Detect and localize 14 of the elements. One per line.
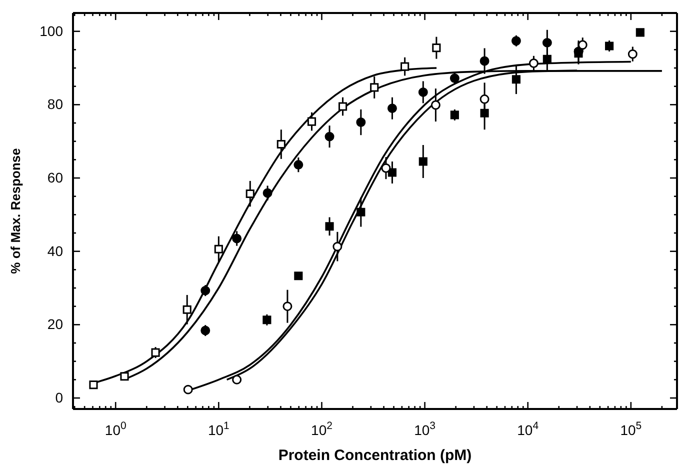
x-tick-label: 10$^{3}$ [414,420,436,438]
x-tick-label: 10$^{2}$ [311,420,333,438]
y-axis-title: % of Max. Response [8,148,23,274]
y-tick-label: 0 [55,389,64,406]
x-tick-label: 10$^{5}$ [620,420,642,438]
y-tick-label: 20 [47,316,64,332]
x-tick-label: 10$^{4}$ [517,420,539,438]
x-axis-title: Protein Concentration (pM) [278,447,472,464]
y-tick-label: 60 [47,169,64,186]
y-tick-label: 100 [40,22,64,39]
y-tick-label: 80 [47,96,64,112]
y-tick-label: 40 [47,242,64,259]
x-tick-label: 10$^{1}$ [208,420,230,438]
x-tick-label: 10$^{0}$ [104,420,126,438]
